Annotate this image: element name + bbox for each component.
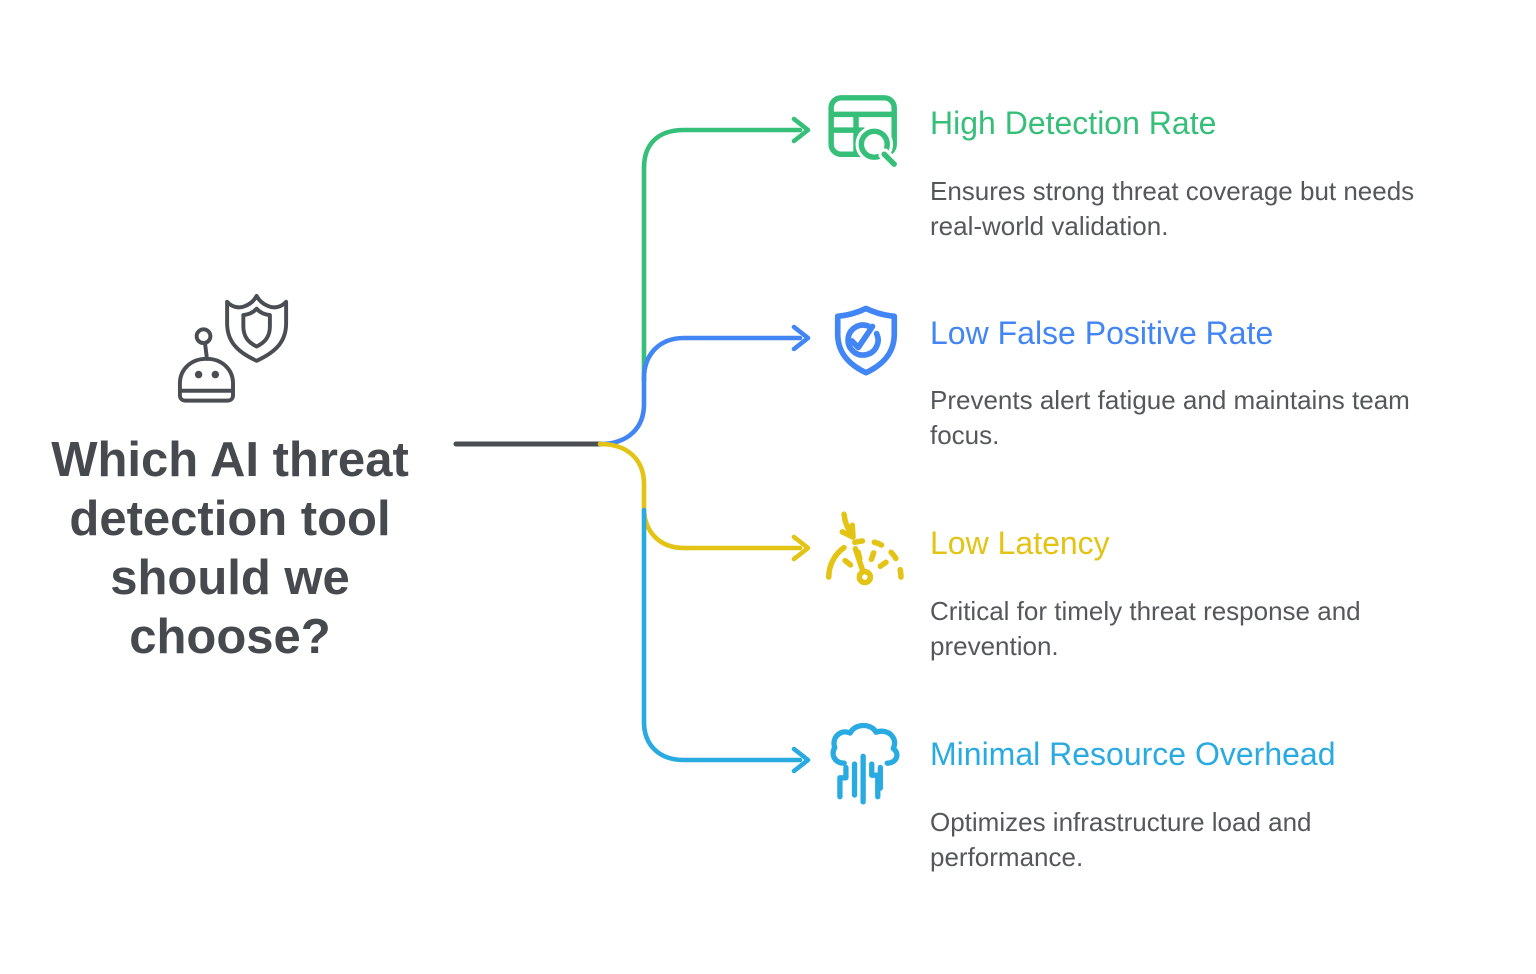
branch-title-low-latency: Low Latency <box>930 525 1110 561</box>
central-topic-icon-wrap <box>175 289 293 405</box>
central-question: Which AI threat detection tool should we… <box>35 431 425 667</box>
branch-desc-low-false-positive-rate: Prevents alert fatigue and maintains tea… <box>930 383 1410 453</box>
connector-minimal-resource-overhead <box>641 507 803 763</box>
branch-desc-high-detection-rate: Ensures strong threat coverage but needs… <box>930 174 1414 244</box>
desc-line: focus. <box>930 420 1000 450</box>
desc-line: prevention. <box>930 631 1059 661</box>
arrowhead-low-false-positive-rate <box>791 324 811 352</box>
question-line: detection tool <box>69 492 391 546</box>
branch-desc-low-latency: Critical for timely threat response and … <box>930 594 1361 664</box>
desc-line: Optimizes infrastructure load and <box>930 807 1312 837</box>
desc-line: Ensures strong threat coverage but needs <box>930 176 1415 206</box>
desc-line: Critical for timely threat response and <box>930 596 1361 626</box>
branch-desc-minimal-resource-overhead: Optimizes infrastructure load and perfor… <box>930 805 1312 875</box>
question-line: should we <box>110 551 350 605</box>
branch-title-minimal-resource-overhead: Minimal Resource Overhead <box>930 736 1336 772</box>
connector-high-detection-rate <box>641 127 803 384</box>
speedometer-icon <box>821 510 907 596</box>
connector-low-false-positive-rate <box>597 335 803 447</box>
table-search-icon <box>827 92 900 167</box>
robot-shield-icon <box>177 293 289 403</box>
desc-line: real-world validation. <box>930 211 1169 241</box>
connector-low-latency <box>597 441 803 551</box>
arrowhead-high-detection-rate <box>791 116 811 144</box>
branch-title-high-detection-rate: High Detection Rate <box>930 105 1217 141</box>
desc-line: Prevents alert fatigue and maintains tea… <box>930 385 1410 415</box>
question-line: choose? <box>129 610 331 664</box>
arrowhead-minimal-resource-overhead <box>791 746 811 774</box>
shield-check-icon <box>830 305 902 377</box>
branch-title-low-false-positive-rate: Low False Positive Rate <box>930 315 1274 351</box>
arrowhead-low-latency <box>791 534 811 562</box>
desc-line: performance. <box>930 842 1084 872</box>
question-line: Which AI threat <box>51 433 409 487</box>
cloud-circuit-icon <box>827 721 901 807</box>
